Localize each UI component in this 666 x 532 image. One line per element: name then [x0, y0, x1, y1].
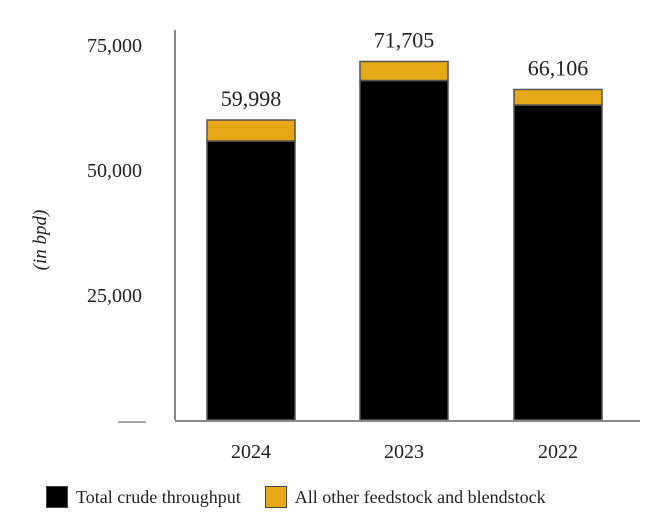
- bar-crude-throughput: [359, 79, 449, 421]
- x-axis: 2024 2023 2022: [175, 420, 640, 463]
- x-tick-label: 2024: [231, 441, 271, 463]
- legend-item-crude: Total crude throughput: [46, 486, 241, 508]
- x-tick-label: 2023: [384, 441, 424, 463]
- bar-other-feedstock: [206, 119, 296, 142]
- bars: 59,998 71,705 66,106: [206, 27, 603, 421]
- y-tick-label: 25,000: [87, 285, 142, 307]
- legend-swatch-crude: [46, 486, 68, 508]
- y-axis: 25,000 50,000 75,000: [87, 30, 176, 423]
- bar-total-label: 66,106: [528, 55, 589, 80]
- bar-total-label: 71,705: [374, 27, 435, 52]
- x-tick-label: 2022: [538, 441, 578, 463]
- legend-item-feedstock: All other feedstock and blendstock: [264, 486, 546, 508]
- legend-label-feedstock: All other feedstock and blendstock: [294, 486, 546, 507]
- y-tick-label: 75,000: [87, 35, 142, 57]
- bar-chart: 25,000 50,000 75,000 59,998 71,705 66,106 20…: [30, 27, 640, 463]
- y-axis-label: (in bpd): [30, 210, 51, 271]
- y-tick-label: 50,000: [87, 160, 142, 182]
- bar-total-label: 59,998: [221, 86, 282, 111]
- legend-label-crude: Total crude throughput: [76, 486, 241, 507]
- bar-crude-throughput: [513, 104, 603, 421]
- bar-other-feedstock: [359, 60, 449, 82]
- bar-other-feedstock: [513, 88, 603, 106]
- bar-crude-throughput: [206, 140, 296, 421]
- legend-swatch-feedstock: [264, 486, 287, 508]
- legend: Total crude throughput All other feedsto…: [46, 486, 570, 508]
